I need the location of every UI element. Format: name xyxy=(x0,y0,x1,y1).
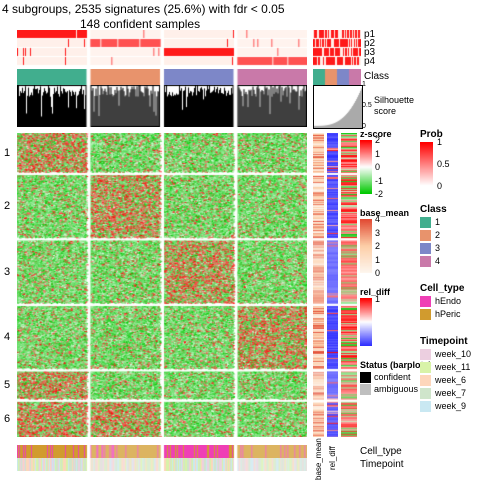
legend-swatch xyxy=(420,230,431,241)
plot-title-2: 148 confident samples xyxy=(80,17,200,31)
legend-title-timepoint: Timepoint xyxy=(420,336,468,347)
legend-text: 1 xyxy=(375,294,380,304)
legend-text: week_9 xyxy=(435,401,466,411)
legend-colorbar xyxy=(360,219,372,273)
legend-colorbar xyxy=(360,298,372,346)
legend-title-basemean: base_mean xyxy=(360,208,409,218)
zscore-side-column xyxy=(341,133,357,437)
plot-title-1: 4 subgroups, 2535 signatures (25.6%) wit… xyxy=(2,2,285,16)
legend-text: 4 xyxy=(375,214,380,224)
legend-text: week_7 xyxy=(435,388,466,398)
legend-swatch xyxy=(420,349,431,360)
legend-text: 2 xyxy=(435,230,440,240)
silhouette-tick: 0.5 xyxy=(362,102,372,109)
legend-text: 0 xyxy=(375,268,380,278)
legend-text: 0 xyxy=(437,181,442,191)
legend-text: 0.5 xyxy=(437,159,450,169)
row-group-label: 4 xyxy=(4,331,10,343)
legend-text: 0 xyxy=(375,162,380,172)
legend-text: 1 xyxy=(437,137,442,147)
legend-swatch xyxy=(420,401,431,412)
legend-text: week_6 xyxy=(435,375,466,385)
legend-text: 1 xyxy=(435,217,440,227)
legend-text: confident xyxy=(374,372,411,382)
legend-text: 1 xyxy=(375,255,380,265)
legend-colorbar xyxy=(420,142,433,186)
base-mean-col-label: base_mean xyxy=(314,438,323,480)
legend-swatch xyxy=(420,243,431,254)
legend-text: week_11 xyxy=(435,362,470,372)
legend-text: ambiguous xyxy=(374,384,418,394)
row-group-label: 2 xyxy=(4,200,10,212)
rel-diff-column xyxy=(327,133,338,437)
legend-text: hEndo xyxy=(435,296,461,306)
legend-swatch xyxy=(420,375,431,386)
legend-swatch xyxy=(360,384,371,395)
legend-text: 3 xyxy=(435,243,440,253)
legend-swatch xyxy=(420,296,431,307)
row-group-label: 1 xyxy=(4,147,10,159)
legend-text: week_10 xyxy=(435,349,471,359)
silhouette-label: Silhouette xyxy=(374,95,414,105)
base-mean-column xyxy=(313,133,324,437)
legend-swatch xyxy=(420,309,431,320)
silhouette-label: score xyxy=(374,106,396,116)
timepoint-track-label: Timepoint xyxy=(360,459,404,470)
class-track xyxy=(17,69,307,85)
legend-text: 1 xyxy=(375,149,380,159)
legend-title-celltype: Cell_type xyxy=(420,283,464,294)
cell-type-track xyxy=(17,445,307,458)
rel-diff-col-label: rel_diff xyxy=(328,446,337,470)
legend-text: 2 xyxy=(375,135,380,145)
timepoint-track xyxy=(17,458,307,471)
legend-text: -2 xyxy=(375,189,383,199)
p-mini-preview xyxy=(313,30,361,66)
legend-swatch xyxy=(420,362,431,373)
legend-swatch xyxy=(420,256,431,267)
p-membership-tracks xyxy=(17,30,307,66)
row-group-label: 5 xyxy=(4,379,10,391)
legend-text: 2 xyxy=(375,241,380,251)
silhouette-tick: 1 xyxy=(362,81,366,88)
row-group-label: 3 xyxy=(4,266,10,278)
legend-text: hPeric xyxy=(435,309,461,319)
legend-swatch xyxy=(420,217,431,228)
p-label: p4 xyxy=(364,56,375,67)
class-track-label: Class xyxy=(364,71,389,82)
silhouette-mini xyxy=(313,85,363,129)
legend-text: 3 xyxy=(375,228,380,238)
legend-text: 4 xyxy=(435,256,440,266)
legend-swatch xyxy=(420,388,431,399)
signature-heatmap xyxy=(17,133,307,437)
legend-colorbar xyxy=(360,140,372,194)
row-group-label: 6 xyxy=(4,413,10,425)
legend-text: -1 xyxy=(375,176,383,186)
cell-type-track-label: Cell_type xyxy=(360,446,402,457)
class-mini-preview xyxy=(313,69,361,85)
legend-swatch xyxy=(360,372,371,383)
silhouette-bars xyxy=(17,85,307,127)
legend-title-class: Class xyxy=(420,204,447,215)
